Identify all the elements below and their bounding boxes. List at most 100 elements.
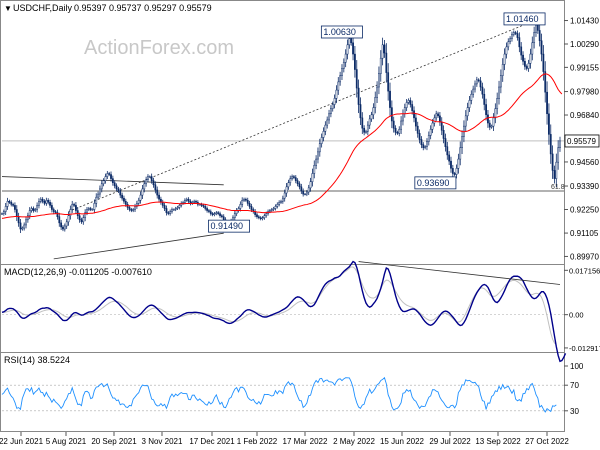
- candle-body: [217, 212, 220, 214]
- candle-body: [80, 219, 83, 223]
- candle-body: [540, 40, 543, 55]
- candle-body: [503, 53, 506, 65]
- candle-body: [557, 147, 560, 163]
- candle-body: [93, 203, 96, 210]
- price-tick-label: 0.94560: [570, 158, 599, 167]
- candle-body: [154, 184, 157, 191]
- candle-body: [352, 42, 354, 55]
- candle-body: [272, 208, 275, 210]
- candle-body: [335, 89, 338, 99]
- candle-body: [512, 32, 515, 35]
- candle-body: [291, 176, 293, 179]
- candle-body: [104, 176, 107, 181]
- time-tick-label: 15 Jun 2022: [380, 437, 425, 446]
- candle-body: [346, 44, 349, 55]
- candle-body: [128, 207, 131, 210]
- candle-body: [514, 32, 517, 34]
- candle-body: [184, 199, 186, 203]
- candle-body: [283, 192, 286, 199]
- candle-body: [416, 125, 419, 134]
- price-label-box: [503, 12, 546, 26]
- time-tick-label: 29 Jul 2022: [429, 437, 471, 446]
- candle-body: [509, 38, 512, 42]
- price-tick-label: 1.01430: [570, 17, 599, 26]
- candle-body: [165, 208, 168, 213]
- candle-body: [309, 181, 312, 189]
- candle-body: [86, 209, 88, 213]
- current-price-label: 0.95579: [567, 137, 596, 146]
- candle-body: [479, 80, 482, 88]
- time-tick-label: 1 Feb 2022: [237, 437, 278, 446]
- candle-body: [333, 98, 336, 105]
- candle-body: [60, 222, 63, 228]
- candle-body: [219, 213, 221, 216]
- candle-body: [403, 107, 406, 115]
- candle-body: [14, 205, 16, 210]
- candle-body: [448, 154, 451, 162]
- candle-body: [82, 217, 85, 223]
- candle-body: [220, 215, 223, 217]
- candle-body: [450, 160, 452, 169]
- candle-body: [52, 209, 55, 212]
- candle-body: [189, 201, 192, 204]
- candle-body: [76, 210, 79, 216]
- candle-body: [124, 201, 127, 205]
- candle-body: [143, 183, 146, 190]
- price-tick-label: 1.00290: [570, 40, 599, 49]
- triangle-lower-line: [53, 232, 224, 260]
- candle-body: [361, 117, 364, 129]
- candle-body: [326, 119, 329, 126]
- candle-body: [499, 75, 502, 88]
- price-tick-label: 0.93390: [570, 182, 599, 191]
- candle-body: [411, 104, 414, 111]
- candle-body: [427, 135, 430, 142]
- candle-body: [293, 176, 295, 178]
- candle-body: [100, 183, 103, 190]
- candle-body: [426, 141, 428, 147]
- candle-body: [172, 209, 175, 211]
- time-tick-label: 20 Sep 2021: [91, 437, 137, 446]
- candle-body: [71, 204, 74, 210]
- candle-body: [1, 213, 3, 215]
- candle-body: [525, 66, 528, 69]
- candle-body: [67, 215, 70, 223]
- price-tick-label: 0.96840: [570, 111, 599, 120]
- candle-body: [472, 88, 475, 95]
- rsi-line: [1, 376, 557, 413]
- candle-body: [193, 201, 196, 203]
- candle-body: [304, 193, 306, 196]
- candle-body: [455, 168, 458, 175]
- candle-body: [202, 205, 205, 207]
- candle-body: [178, 205, 181, 208]
- candle-body: [145, 179, 148, 185]
- rsi-tick-label: 30: [570, 407, 579, 416]
- candle-body: [294, 177, 297, 181]
- candle-body: [498, 86, 500, 99]
- macd-line: [1, 260, 567, 363]
- moving-average-line: [1, 73, 563, 219]
- macd-tick-label: 0.00: [569, 311, 584, 320]
- candle-body: [23, 224, 26, 229]
- candle-body: [169, 211, 172, 214]
- candle-body: [119, 190, 122, 196]
- price-label: 1.01460: [506, 14, 539, 24]
- time-tick-label: 5 Aug 2021: [46, 437, 87, 446]
- candle-body: [69, 209, 72, 216]
- time-axis: 22 Jun 2021 5 Aug 2021 20 Sep 2021 3 Nov 20…: [0, 432, 569, 446]
- candle-body: [446, 146, 449, 156]
- candle-body: [422, 144, 425, 148]
- candle-body: [110, 174, 112, 179]
- candle-body: [137, 199, 140, 204]
- candle-body: [121, 194, 123, 199]
- time-tick-label: 17 Mar 2022: [283, 437, 328, 446]
- candle-body: [300, 186, 303, 192]
- price-panel-frame: [0, 0, 565, 265]
- candle-body: [551, 153, 554, 171]
- candle-body: [533, 32, 536, 44]
- candle-body: [171, 209, 173, 212]
- candle-body: [405, 102, 408, 108]
- candle-body: [113, 182, 116, 187]
- price-label-box: [320, 25, 363, 39]
- candle-body: [487, 114, 489, 124]
- candle-body: [8, 201, 11, 203]
